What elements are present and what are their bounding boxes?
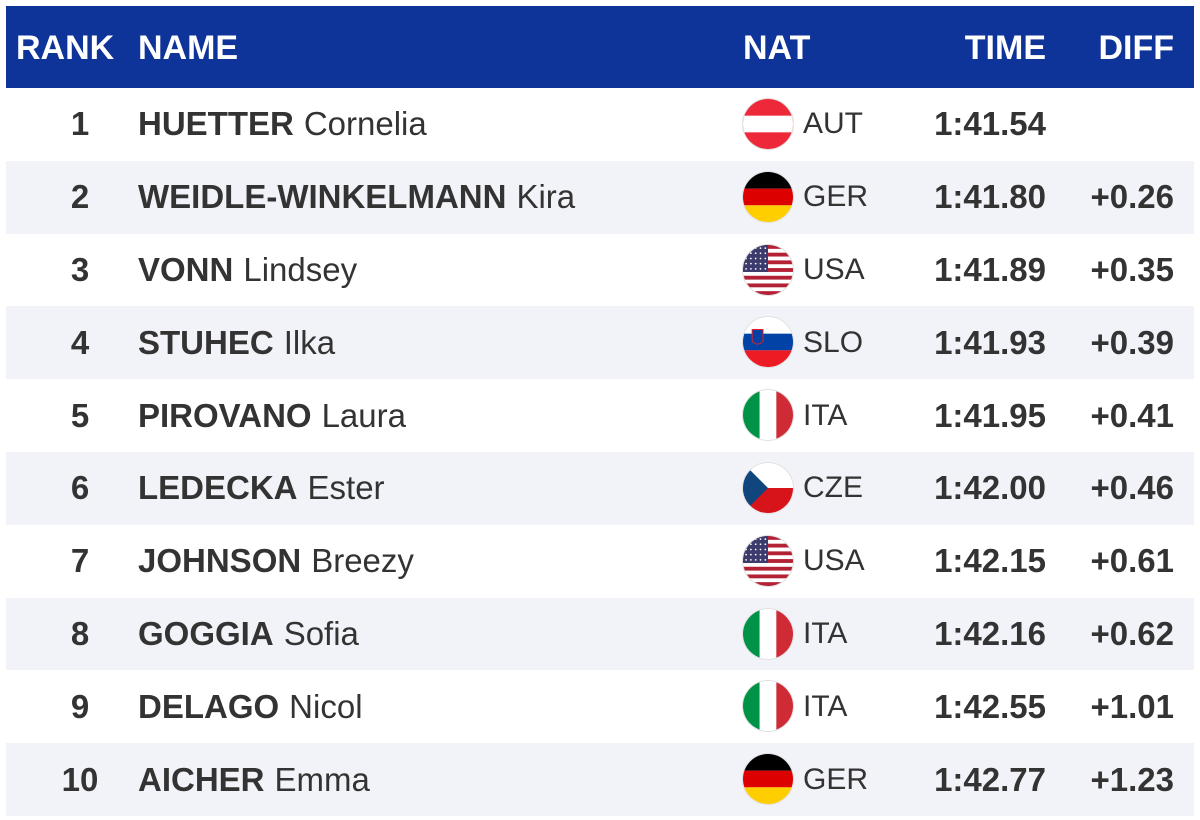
header-diff[interactable]: DIFF xyxy=(1098,29,1174,67)
table-body: 1 HUETTER Cornelia AUT 1:41.54 2 WEIDLE-WINKEL… xyxy=(6,88,1194,816)
rank-cell: 5 xyxy=(70,396,90,434)
time-cell: 1:42.55 xyxy=(934,687,1046,725)
time-cell: 1:41.89 xyxy=(934,250,1046,288)
athlete-last-name: WEIDLE-WINKELMANN xyxy=(138,178,507,216)
diff-cell: +0.46 xyxy=(1090,469,1175,507)
athlete-first-name: Emma xyxy=(274,760,370,798)
header-rank[interactable]: RANK xyxy=(16,29,115,67)
table-row[interactable]: 7 JOHNSON Breezy USA 1:42.15 +0.61 xyxy=(6,524,1194,598)
rank-cell: 4 xyxy=(70,323,90,361)
nation-code: ITA xyxy=(803,616,848,650)
aut-flag-icon xyxy=(743,99,793,149)
athlete-name[interactable]: STUHEC Ilka xyxy=(138,306,335,379)
time-cell: 1:41.54 xyxy=(934,105,1046,143)
athlete-first-name: Ilka xyxy=(283,323,336,361)
diff-cell: +0.41 xyxy=(1090,396,1175,434)
header-nat[interactable]: NAT xyxy=(743,29,811,67)
slo-flag-icon xyxy=(743,317,793,368)
athlete-name[interactable]: PIROVANO Laura xyxy=(138,379,406,452)
nation-code: SLO xyxy=(803,325,864,359)
nation-code: ITA xyxy=(803,689,848,723)
cze-flag-icon xyxy=(743,462,793,513)
rank-cell: 10 xyxy=(61,760,99,798)
results-table: RANK NAME NAT TIME DIFF 1 HUETTER Cornelia… xyxy=(6,6,1194,816)
nation-code: ITA xyxy=(803,398,848,432)
athlete-first-name: Ester xyxy=(307,469,385,507)
ita-flag-icon xyxy=(743,390,793,441)
table-row[interactable]: 3 VONN Lindsey USA 1:41.89 +0.35 xyxy=(6,233,1194,307)
nation-code: USA xyxy=(803,252,865,286)
diff-cell: +0.62 xyxy=(1090,614,1175,652)
nation-code: USA xyxy=(803,544,865,578)
athlete-name[interactable]: JOHNSON Breezy xyxy=(138,525,414,598)
athlete-name[interactable]: WEIDLE-WINKELMANN Kira xyxy=(138,161,575,234)
time-cell: 1:42.15 xyxy=(934,542,1046,580)
rank-cell: 8 xyxy=(70,614,90,652)
diff-cell: +0.26 xyxy=(1090,178,1175,216)
table-row[interactable]: 6 LEDECKA Ester CZE 1:42.00 +0.46 xyxy=(6,451,1194,525)
header-time[interactable]: TIME xyxy=(964,29,1046,67)
athlete-name[interactable]: HUETTER Cornelia xyxy=(138,88,427,161)
rank-cell: 3 xyxy=(70,250,90,288)
table-row[interactable]: 9 DELAGO Nicol ITA 1:42.55 +1.01 xyxy=(6,670,1194,744)
ger-flag-icon xyxy=(743,171,793,222)
time-cell: 1:42.77 xyxy=(934,760,1046,798)
rank-cell: 2 xyxy=(70,178,90,216)
athlete-last-name: DELAGO xyxy=(138,687,280,725)
athlete-first-name: Nicol xyxy=(289,687,363,725)
athlete-name[interactable]: LEDECKA Ester xyxy=(138,452,385,525)
diff-cell: +0.61 xyxy=(1090,542,1175,580)
table-row[interactable]: 10 AICHER Emma GER 1:42.77 +1.23 xyxy=(6,743,1194,816)
athlete-last-name: LEDECKA xyxy=(138,469,298,507)
athlete-first-name: Sofia xyxy=(283,614,359,652)
athlete-first-name: Laura xyxy=(321,396,406,434)
diff-cell: +0.35 xyxy=(1090,250,1175,288)
nation-code: GER xyxy=(803,180,869,214)
athlete-last-name: GOGGIA xyxy=(138,614,274,652)
ger-flag-icon xyxy=(743,754,793,805)
athlete-first-name: Kira xyxy=(516,178,576,216)
usa-flag-icon xyxy=(743,535,793,586)
athlete-first-name: Cornelia xyxy=(303,105,427,143)
athlete-first-name: Breezy xyxy=(311,542,414,580)
table-header: RANK NAME NAT TIME DIFF xyxy=(6,6,1194,88)
athlete-last-name: JOHNSON xyxy=(138,542,302,580)
table-row[interactable]: 8 GOGGIA Sofia ITA 1:42.16 +0.62 xyxy=(6,597,1194,671)
time-cell: 1:41.80 xyxy=(934,178,1046,216)
table-row[interactable]: 1 HUETTER Cornelia AUT 1:41.54 xyxy=(6,88,1194,161)
nation-code: AUT xyxy=(803,107,863,141)
athlete-last-name: AICHER xyxy=(138,760,265,798)
athlete-name[interactable]: AICHER Emma xyxy=(138,743,370,816)
header-name[interactable]: NAME xyxy=(138,29,239,67)
athlete-last-name: STUHEC xyxy=(138,323,274,361)
nation-code: GER xyxy=(803,762,869,796)
athlete-last-name: PIROVANO xyxy=(138,396,312,434)
ita-flag-icon xyxy=(743,608,793,659)
athlete-name[interactable]: GOGGIA Sofia xyxy=(138,598,359,671)
usa-flag-icon xyxy=(743,244,793,295)
rank-cell: 7 xyxy=(70,542,90,580)
table-row[interactable]: 5 PIROVANO Laura ITA 1:41.95 +0.41 xyxy=(6,379,1194,452)
table-row[interactable]: 4 STUHEC Ilka SLO 1:41.93 +0.39 xyxy=(6,306,1194,380)
ita-flag-icon xyxy=(743,681,793,732)
rank-cell: 1 xyxy=(70,105,90,143)
diff-cell: +1.23 xyxy=(1090,760,1175,798)
time-cell: 1:41.93 xyxy=(934,323,1046,361)
time-cell: 1:41.95 xyxy=(934,396,1046,434)
diff-cell: +1.01 xyxy=(1090,687,1175,725)
rank-cell: 6 xyxy=(70,469,90,507)
athlete-first-name: Lindsey xyxy=(243,250,358,288)
athlete-name[interactable]: VONN Lindsey xyxy=(138,234,357,307)
table-row[interactable]: 2 WEIDLE-WINKELMANN Kira GER 1:41.80 +0.26 xyxy=(6,160,1194,234)
rank-cell: 9 xyxy=(70,687,90,725)
nation-code: CZE xyxy=(803,471,863,505)
diff-cell: +0.39 xyxy=(1090,323,1175,361)
athlete-name[interactable]: DELAGO Nicol xyxy=(138,670,363,743)
time-cell: 1:42.16 xyxy=(934,614,1046,652)
athlete-last-name: HUETTER xyxy=(138,105,294,143)
time-cell: 1:42.00 xyxy=(934,469,1046,507)
athlete-last-name: VONN xyxy=(138,250,234,288)
